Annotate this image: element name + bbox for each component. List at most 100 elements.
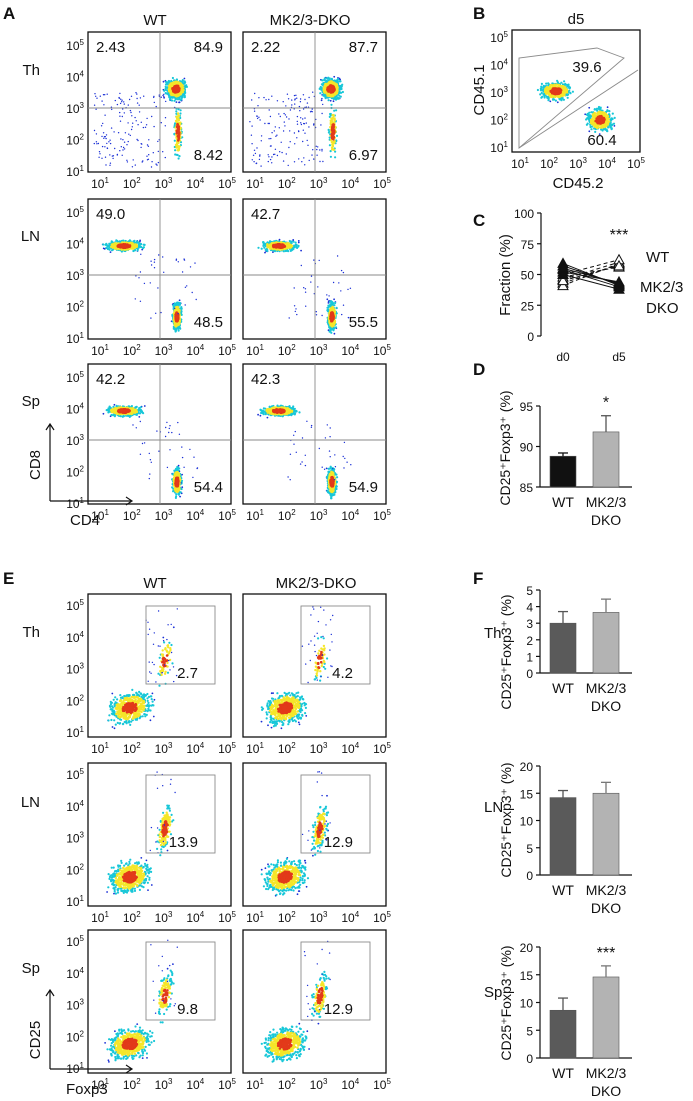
c-significance: *** xyxy=(610,227,629,244)
plot-frame xyxy=(242,363,387,505)
quadrant-cd8-value: 42.3 xyxy=(251,371,280,388)
panel-letter-c: C xyxy=(473,211,485,230)
panel-d-chart-y-tick-label: 95 xyxy=(520,400,534,414)
e-ticks-y-1: 101 xyxy=(66,894,84,909)
e-ticks-x-5: 105 xyxy=(218,1077,236,1092)
axis-label-cd25: CD25 xyxy=(27,1021,44,1059)
e-ticks-y-2: 102 xyxy=(66,693,84,708)
panel-f-ln-chart-bar xyxy=(549,797,577,876)
a-ticks-x-3: 103 xyxy=(310,176,328,191)
panel-a-plot: 2.43 84.9 8.42 101 102 103 104 105 101 102 103 104 1… xyxy=(66,31,236,191)
panel-b-plot: d5 39.6 60.4 101 102 103 104 105 101 102 103 104 105… xyxy=(471,11,645,192)
e-ticks-y-5: 105 xyxy=(66,767,84,782)
panel-f-sp-chart-bar xyxy=(592,976,620,1059)
b-ticks-y-4: 104 xyxy=(490,58,508,73)
gate-value: 4.2 xyxy=(332,665,353,682)
c-series-line xyxy=(562,267,620,284)
panel-d-chart-y-tick-label: 90 xyxy=(520,441,534,455)
panel-letter-b: B xyxy=(473,4,485,23)
a-ticks-x-2: 102 xyxy=(123,508,141,523)
row-label-f-ln: LN xyxy=(484,799,503,816)
a-ticks-x-3: 103 xyxy=(310,343,328,358)
c-y-tick-label: 0 xyxy=(527,330,534,344)
plot-frame xyxy=(87,363,232,505)
e-ticks-y-3: 103 xyxy=(66,662,84,677)
panel-f-sp-chart-y-tick-label: 20 xyxy=(520,941,534,955)
e-ticks-x-4: 104 xyxy=(186,910,204,925)
e-ticks-x-3: 103 xyxy=(155,1077,173,1092)
panel-f-th-chart-y-tick-label: 2 xyxy=(526,634,533,648)
a-ticks-x-4: 104 xyxy=(186,176,204,191)
c-x-label-d0: d0 xyxy=(556,350,570,364)
panel-d-chart-x-label: MK2/3 xyxy=(586,494,627,510)
panel-f-sp-chart: 0 5 10 15 20 WT MK2/3 DKO *** CD25⁺Foxp3⁺ (%) xyxy=(498,941,632,1099)
e-ticks-x-4: 104 xyxy=(186,741,204,756)
panel-b-title: d5 xyxy=(568,11,585,28)
panel-f-ln-chart-y-tick-label: 5 xyxy=(526,842,533,856)
header-wt-a: WT xyxy=(143,12,166,29)
a-ticks-y-3: 103 xyxy=(66,268,84,283)
quadrant-dp-value: 84.9 xyxy=(194,39,223,56)
panel-f-sp-chart-bar xyxy=(549,1009,577,1059)
cd4-axis-arrow xyxy=(50,496,134,506)
e-ticks-x-3: 103 xyxy=(155,741,173,756)
plot-frame xyxy=(87,929,232,1074)
a-ticks-x-5: 105 xyxy=(373,508,391,523)
e-ticks-y-5: 105 xyxy=(66,598,84,613)
e-ticks-x-1: 101 xyxy=(91,910,109,925)
c-series-line xyxy=(562,274,620,290)
panel-f-th-chart-x-label: MK2/3 xyxy=(586,680,627,696)
c-point-marker xyxy=(613,259,625,271)
c-y-tick-label: 25 xyxy=(521,299,535,313)
panel-c-chart: 0 25 50 75 100 d0 d5 Fraction (%) *** WT MK2/3 DKO xyxy=(497,207,683,364)
a-ticks-x-1: 101 xyxy=(246,343,264,358)
a-ticks-x-4: 104 xyxy=(341,176,359,191)
plot-frame xyxy=(511,29,641,153)
panel-f-sp-chart-x-label: WT xyxy=(552,1065,574,1081)
treg-gate xyxy=(300,941,371,1021)
e-ticks-x-3: 103 xyxy=(310,1077,328,1092)
b-ticks-y-5: 105 xyxy=(490,30,508,45)
panel-f-th-chart-x-label: WT xyxy=(552,680,574,696)
e-ticks-y-4: 104 xyxy=(66,630,84,645)
row-label-e-sp: Sp xyxy=(22,960,40,977)
a-ticks-x-1: 101 xyxy=(91,176,109,191)
e-ticks-x-4: 104 xyxy=(341,741,359,756)
quadrant-dp-value: 87.7 xyxy=(349,39,378,56)
gate-value: 9.8 xyxy=(177,1001,198,1018)
panel-f-ln-chart-x-label: WT xyxy=(552,882,574,898)
panel-f-th-chart-y-tick-label: 0 xyxy=(526,667,533,681)
treg-gate xyxy=(145,941,216,1021)
row-label-a-sp: Sp xyxy=(22,393,40,410)
a-ticks-x-2: 102 xyxy=(278,343,296,358)
b-ticks-x-3: 103 xyxy=(569,156,587,171)
e-ticks-x-3: 103 xyxy=(155,910,173,925)
c-series-line xyxy=(562,266,620,278)
e-ticks-x-5: 105 xyxy=(373,741,391,756)
a-ticks-x-1: 101 xyxy=(91,343,109,358)
header-wt-e: WT xyxy=(143,575,166,592)
panel-a-plot: 2.22 87.7 6.97 101 102 103 104 105 xyxy=(242,31,391,191)
a-ticks-y-4: 104 xyxy=(66,402,84,417)
b-ticks-y-3: 103 xyxy=(490,85,508,100)
b-ticks-x-4: 104 xyxy=(598,156,616,171)
a-ticks-x-4: 104 xyxy=(341,508,359,523)
panel-f-sp-chart-y-tick-label: 5 xyxy=(526,1024,533,1038)
panel-d-chart-x-label: DKO xyxy=(591,512,621,528)
plot-frame xyxy=(242,198,387,340)
a-ticks-y-1: 101 xyxy=(66,331,84,346)
panel-e-plot: 12.9 101 102 103 104 105 xyxy=(242,762,391,925)
e-ticks-x-5: 105 xyxy=(218,741,236,756)
a-ticks-x-5: 105 xyxy=(373,176,391,191)
panel-f-sp-chart-x-label: MK2/3 xyxy=(586,1065,627,1081)
e-ticks-x-2: 102 xyxy=(278,741,296,756)
a-ticks-y-1: 101 xyxy=(66,496,84,511)
panel-f-sp-chart-significance: *** xyxy=(597,945,616,962)
e-ticks-y-2: 102 xyxy=(66,1029,84,1044)
panel-f-ln-chart-x-label: DKO xyxy=(591,900,621,916)
a-ticks-x-2: 102 xyxy=(278,176,296,191)
panel-letter-d: D xyxy=(473,360,485,379)
panel-f-ln-chart-y-tick-label: 15 xyxy=(520,787,534,801)
panel-a-plot: 49.0 48.5 101 102 103 104 105 101 102 103 104 105 xyxy=(66,198,236,358)
